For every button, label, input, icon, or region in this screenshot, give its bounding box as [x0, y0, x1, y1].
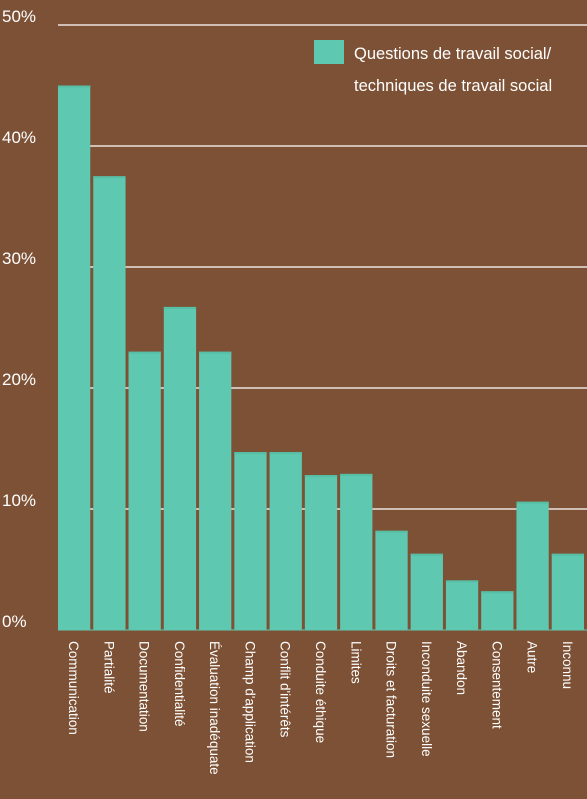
x-tick-label: Inconduite sexuelle	[419, 641, 434, 757]
y-tick-label: 30%	[2, 249, 36, 268]
x-tick-label: Champ d'application	[242, 641, 257, 763]
bar	[516, 501, 549, 630]
bar	[234, 452, 267, 630]
bar-cap	[93, 176, 126, 179]
bar	[269, 452, 302, 630]
x-tick-label: Limites	[348, 641, 363, 684]
legend: Questions de travail social/techniques d…	[314, 40, 552, 95]
bar	[375, 530, 408, 630]
y-tick-label: 20%	[2, 370, 36, 389]
bar-cap	[551, 553, 584, 556]
x-tick-label: Abandon	[454, 641, 469, 695]
y-tick-label: 0%	[2, 612, 27, 631]
bar-cap	[199, 351, 232, 354]
y-tick-label: 40%	[2, 128, 36, 147]
bar	[199, 351, 232, 630]
y-axis: 50% 40% 30% 20% 10% 0%	[2, 7, 36, 631]
x-tick-label: Inconnu	[560, 641, 575, 689]
legend-label: Questions de travail social/	[354, 45, 552, 63]
y-tick-label: 10%	[2, 491, 36, 510]
x-tick-label: Confidentialité	[172, 641, 187, 727]
bar-cap	[304, 475, 338, 478]
x-tick-label: Partialité	[101, 641, 116, 694]
bar-cap	[340, 473, 373, 476]
legend-swatch	[314, 40, 344, 64]
bar-cap	[481, 591, 514, 594]
x-tick-label: Consentement	[489, 641, 504, 729]
bar-cap	[234, 452, 267, 455]
bar-cap	[375, 530, 408, 533]
x-axis-labels: Communication Partialité Documentation Conf…	[66, 641, 575, 775]
bar-cap	[58, 85, 91, 88]
bar-cap	[163, 306, 197, 309]
x-tick-label: Documentation	[137, 641, 152, 732]
bar	[163, 306, 197, 630]
legend-label: techniques de travail social	[354, 77, 552, 95]
bars	[58, 85, 584, 630]
y-tick-label: 50%	[2, 7, 36, 26]
x-tick-label: Droits et facturation	[384, 641, 399, 758]
bar-cap	[410, 553, 443, 556]
bar	[93, 176, 126, 630]
x-tick-label: Communication	[66, 641, 81, 735]
bar	[340, 473, 373, 630]
bar	[551, 553, 584, 630]
bar	[481, 591, 514, 630]
x-tick-label: Conduite éthique	[313, 641, 328, 743]
bar	[445, 580, 479, 630]
bar	[58, 85, 91, 630]
bar-cap	[269, 452, 302, 455]
bar	[410, 553, 443, 630]
bar	[128, 351, 161, 630]
bar-cap	[128, 351, 161, 354]
bar	[304, 475, 338, 630]
bar-cap	[445, 580, 479, 583]
x-tick-label: Conflit d'intérêts	[278, 641, 293, 738]
x-tick-label: Autre	[525, 641, 540, 673]
x-tick-label: Évaluation inadéquate	[207, 641, 222, 775]
bar-cap	[516, 501, 549, 504]
